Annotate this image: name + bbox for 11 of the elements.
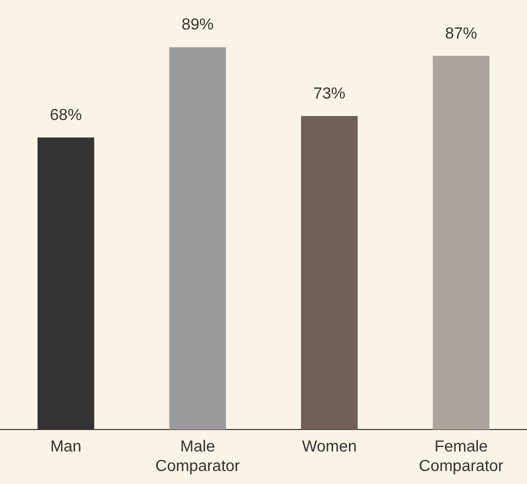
data-label: 73% xyxy=(313,85,346,102)
bar xyxy=(432,56,490,430)
x-tick-label: Male Comparator xyxy=(155,438,241,475)
bar xyxy=(301,116,358,430)
data-label: 87% xyxy=(445,25,478,42)
data-label: 68% xyxy=(50,106,82,124)
x-tick-label: Women xyxy=(302,438,357,456)
x-tick-label: Man xyxy=(50,438,82,456)
x-tick-label: Female Comparator xyxy=(418,438,504,475)
bar xyxy=(169,47,226,430)
data-label: 89% xyxy=(182,16,214,34)
